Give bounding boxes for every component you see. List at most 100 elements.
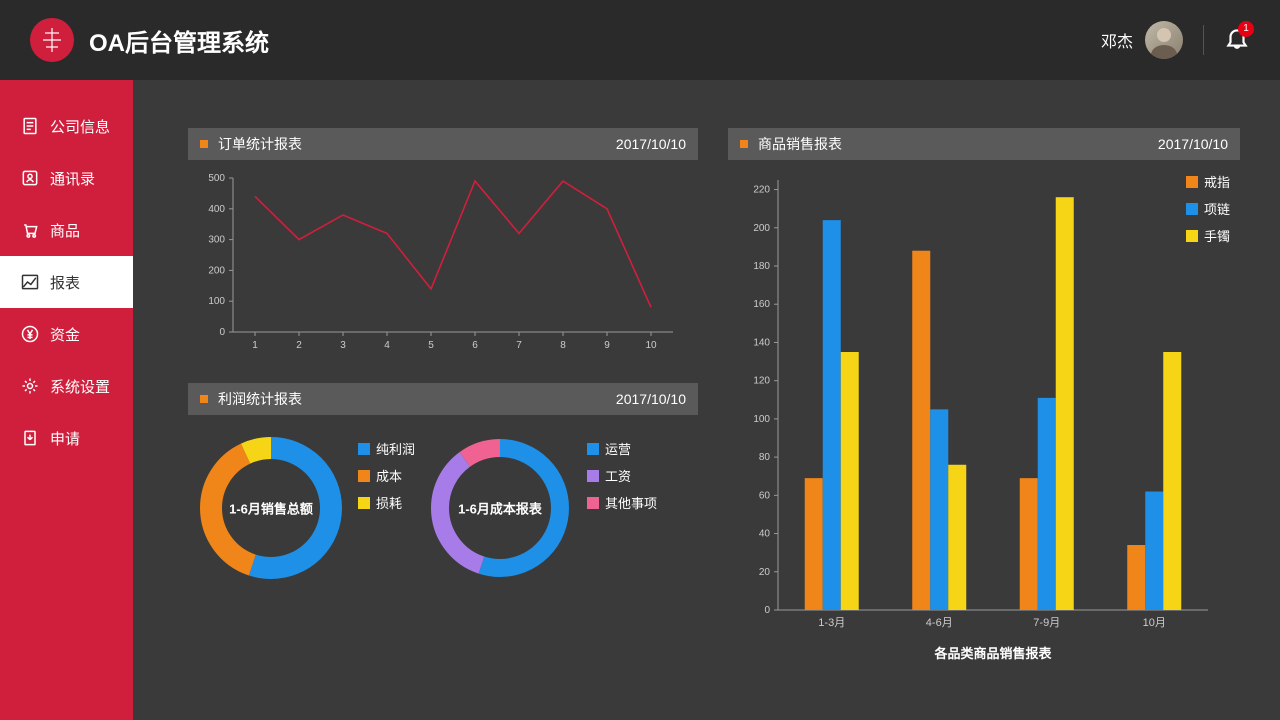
svg-text:100: 100 — [753, 414, 770, 425]
sidebar-item-label: 公司信息 — [50, 116, 110, 137]
legend-swatch — [587, 470, 599, 482]
svg-text:180: 180 — [753, 261, 770, 272]
donut-row: 1-6月销售总额 纯利润成本损耗 1-6月成本报表 运营工资其他事项 — [188, 415, 698, 583]
contact-icon — [20, 168, 40, 188]
svg-text:10: 10 — [645, 340, 657, 351]
bar-legend: 戒指项链手镯 — [1186, 172, 1230, 245]
accent-square-icon — [200, 395, 208, 403]
legend-label: 戒指 — [1204, 172, 1230, 191]
main-content: 订单统计报表 2017/10/10 0 100 200 300 400 500 1 2 3 4 5 6… — [133, 80, 1280, 720]
legend-label: 手镯 — [1204, 226, 1230, 245]
donut-center-label: 1-6月销售总额 — [229, 499, 313, 518]
panel-header: 订单统计报表 2017/10/10 — [188, 128, 698, 160]
username: 邓杰 — [1101, 28, 1133, 52]
legend-item: 运营 — [587, 439, 657, 458]
sidebar-item-label: 申请 — [50, 428, 80, 449]
legend-item: 手镯 — [1186, 226, 1230, 245]
legend-swatch — [587, 443, 599, 455]
donut-chart: 1-6月销售总额 — [196, 433, 346, 583]
avatar[interactable] — [1145, 21, 1183, 59]
svg-text:400: 400 — [208, 204, 225, 215]
panel-header: 商品销售报表 2017/10/10 — [728, 128, 1240, 160]
legend-swatch — [358, 470, 370, 482]
svg-text:5: 5 — [428, 340, 434, 351]
donut-group: 1-6月成本报表 运营工资其他事项 — [425, 433, 657, 583]
app-title: OA后台管理系统 — [89, 23, 269, 58]
svg-text:300: 300 — [208, 235, 225, 246]
legend-item: 项链 — [1186, 199, 1230, 218]
legend-swatch — [1186, 230, 1198, 242]
svg-text:7: 7 — [516, 340, 522, 351]
legend-item: 纯利润 — [358, 439, 415, 458]
panel-title: 利润统计报表 — [218, 389, 302, 409]
legend-swatch — [1186, 176, 1198, 188]
sidebar-item-label: 商品 — [50, 220, 80, 241]
sidebar-item-contact[interactable]: 通讯录 — [0, 152, 133, 204]
legend-item: 其他事项 — [587, 493, 657, 512]
svg-text:500: 500 — [208, 173, 225, 184]
sidebar-item-yen[interactable]: 资金 — [0, 308, 133, 360]
panel-title: 订单统计报表 — [218, 134, 302, 154]
svg-text:4: 4 — [384, 340, 390, 351]
svg-text:120: 120 — [753, 376, 770, 387]
svg-text:0: 0 — [764, 605, 770, 616]
sidebar-item-cart[interactable]: 商品 — [0, 204, 133, 256]
panel-date: 2017/10/10 — [616, 391, 686, 407]
legend-label: 运营 — [605, 439, 631, 458]
sidebar-item-gear[interactable]: 系统设置 — [0, 360, 133, 412]
svg-text:各品类商品销售报表: 各品类商品销售报表 — [933, 646, 1052, 661]
accent-square-icon — [740, 140, 748, 148]
svg-text:3: 3 — [340, 340, 346, 351]
svg-text:9: 9 — [604, 340, 610, 351]
donut-center-label: 1-6月成本报表 — [458, 499, 542, 518]
svg-text:6: 6 — [472, 340, 478, 351]
donut-group: 1-6月销售总额 纯利润成本损耗 — [196, 433, 415, 583]
sidebar-item-label: 资金 — [50, 324, 80, 345]
line-chart: 010020030040050012345678910 — [188, 160, 698, 365]
sidebar-item-chart[interactable]: 报表 — [0, 256, 133, 308]
legend-label: 项链 — [1204, 199, 1230, 218]
logo-icon — [30, 18, 74, 62]
svg-text:10月: 10月 — [1143, 617, 1166, 629]
legend-item: 工资 — [587, 466, 657, 485]
svg-text:40: 40 — [759, 529, 771, 540]
svg-text:60: 60 — [759, 490, 771, 501]
legend-label: 其他事项 — [605, 493, 657, 512]
svg-text:200: 200 — [208, 265, 225, 276]
panel-date: 2017/10/10 — [616, 136, 686, 152]
bar-chart: 0204060801001201401601802002201-3月4-6月7-… — [728, 160, 1240, 700]
legend-item: 成本 — [358, 466, 415, 485]
legend-swatch — [587, 497, 599, 509]
svg-text:1: 1 — [252, 340, 258, 351]
legend-item: 戒指 — [1186, 172, 1230, 191]
accent-square-icon — [200, 140, 208, 148]
legend-swatch — [358, 443, 370, 455]
sidebar: 公司信息通讯录商品报表资金系统设置申请 — [0, 80, 133, 720]
svg-text:160: 160 — [753, 299, 770, 310]
doc-icon — [20, 116, 40, 136]
svg-text:200: 200 — [753, 223, 770, 234]
svg-text:100: 100 — [208, 296, 225, 307]
panel-title: 商品销售报表 — [758, 134, 842, 154]
sidebar-item-label: 通讯录 — [50, 168, 95, 189]
apply-icon — [20, 428, 40, 448]
sidebar-item-apply[interactable]: 申请 — [0, 412, 133, 464]
legend-swatch — [358, 497, 370, 509]
notification-bell-icon[interactable]: 1 — [1224, 25, 1250, 56]
sidebar-item-label: 报表 — [50, 272, 80, 293]
notification-badge: 1 — [1238, 21, 1254, 37]
sidebar-item-doc[interactable]: 公司信息 — [0, 100, 133, 152]
legend-label: 工资 — [605, 466, 631, 485]
legend-item: 损耗 — [358, 493, 415, 512]
legend-label: 成本 — [376, 466, 402, 485]
svg-text:140: 140 — [753, 337, 770, 348]
legend: 运营工资其他事项 — [587, 433, 657, 512]
svg-text:1-3月: 1-3月 — [818, 617, 845, 629]
svg-text:220: 220 — [753, 185, 770, 196]
legend-swatch — [1186, 203, 1198, 215]
cart-icon — [20, 220, 40, 240]
svg-text:2: 2 — [296, 340, 302, 351]
yen-icon — [20, 324, 40, 344]
divider — [1203, 25, 1204, 55]
gear-icon — [20, 376, 40, 396]
